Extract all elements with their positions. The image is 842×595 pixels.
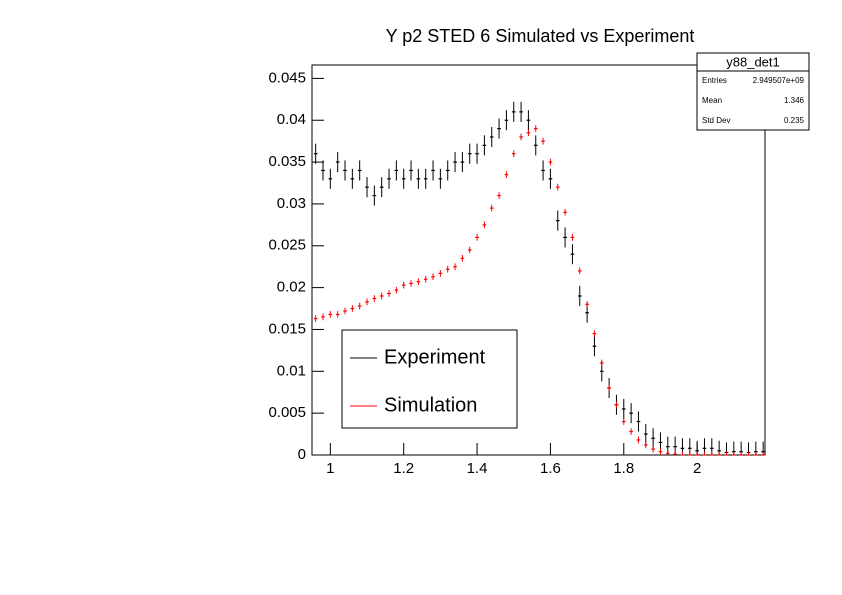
y-tick-label: 0.005	[268, 404, 306, 421]
y-tick-label: 0.02	[277, 279, 306, 296]
legend-box	[341, 329, 518, 429]
x-tick-label: 1.4	[467, 460, 488, 477]
y-tick-label: 0.01	[277, 362, 306, 379]
x-tick-label: 1.2	[393, 460, 414, 477]
legend-label: Experiment	[384, 346, 486, 368]
y-tick-label: 0.045	[268, 69, 306, 86]
y-tick-label: 0.04	[277, 111, 306, 128]
y-tick-label: 0.025	[268, 237, 306, 254]
x-tick-label: 2	[693, 460, 701, 477]
stats-value: 1.346	[784, 96, 805, 105]
stats-value: 2.949507e+09	[753, 76, 805, 85]
y-tick-label: 0.035	[268, 153, 306, 170]
stats-box	[696, 52, 810, 131]
y-tick-label: 0.03	[277, 195, 306, 212]
legend-label: Simulation	[384, 394, 477, 416]
y-tick-label: 0.015	[268, 320, 306, 337]
plot-frame	[311, 64, 766, 456]
stats-key: Std Dev	[702, 116, 730, 125]
stats-value: 0.235	[784, 116, 805, 125]
stats-title: y88_det1	[726, 54, 780, 69]
stats-key: Entries	[702, 76, 727, 85]
chart-title: Y p2 STED 6 Simulated vs Experiment	[386, 26, 695, 46]
x-tick-label: 1	[326, 460, 334, 477]
x-tick-label: 1.6	[540, 460, 561, 477]
stats-key: Mean	[702, 96, 722, 105]
x-tick-label: 1.8	[613, 460, 634, 477]
y-tick-label: 0	[298, 446, 306, 463]
